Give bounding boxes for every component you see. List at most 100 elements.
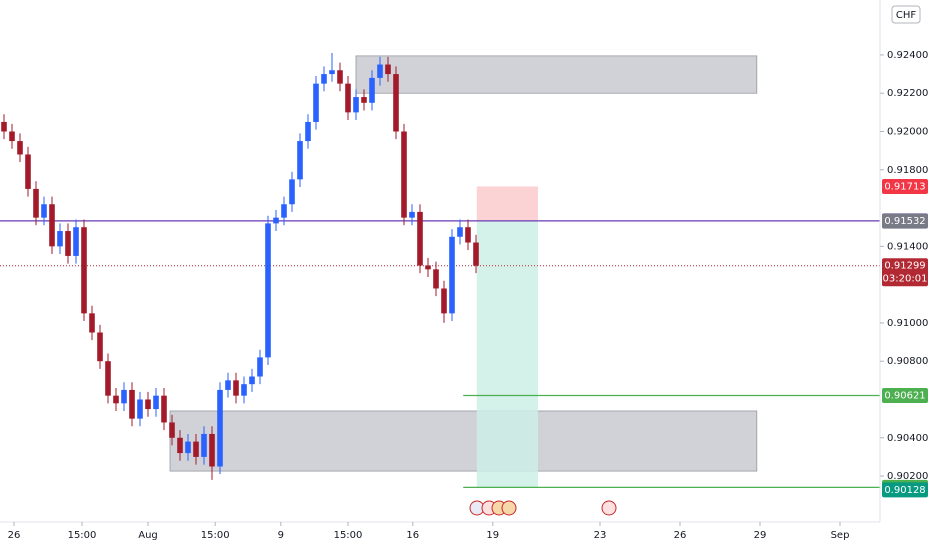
y-tick-label: 0.91000 [887, 318, 928, 329]
candle-body [281, 204, 287, 218]
candle-body [265, 223, 271, 358]
price-label: 0.90128 [884, 485, 925, 496]
x-tick-label: Aug [138, 530, 158, 541]
y-tick-label: 0.92200 [887, 88, 928, 99]
currency-label: CHF [896, 10, 917, 21]
candle-body [153, 395, 159, 410]
x-tick-label: 29 [754, 530, 767, 541]
candle-body [321, 74, 327, 84]
y-tick-label: 0.90400 [887, 433, 928, 444]
candle-body [385, 64, 391, 75]
candle-body [305, 121, 311, 142]
candle-body [249, 376, 255, 385]
candle-body [329, 70, 335, 75]
candle-body [369, 77, 375, 103]
x-tick-label: 26 [8, 530, 21, 541]
y-tick-label: 0.92000 [887, 127, 928, 138]
candle-body [17, 141, 23, 155]
event-icons [469, 500, 617, 516]
candle-body [169, 422, 175, 438]
candle-body [225, 380, 231, 390]
y-tick-label: 0.92400 [887, 50, 928, 61]
candle-body [353, 97, 359, 113]
price-label-box [882, 213, 928, 229]
candle-body [313, 83, 319, 122]
plot-area [0, 53, 880, 489]
price-label: 0.91299 [884, 261, 925, 272]
y-tick-label: 0.91800 [887, 165, 928, 176]
x-tick-label: 16 [406, 530, 419, 541]
price-label-box [882, 178, 928, 194]
target-area [476, 220, 538, 488]
candle-body [465, 227, 471, 243]
candle-body [41, 204, 47, 218]
y-tick-label: 0.90200 [887, 471, 928, 482]
candle-body [73, 227, 79, 256]
price-label: 0.91532 [884, 216, 925, 227]
candle-body [57, 231, 63, 247]
candle-body [441, 288, 447, 314]
candle-body [449, 236, 455, 314]
candle-body [9, 131, 15, 142]
candle-body [89, 313, 95, 333]
candle-body [97, 332, 103, 362]
candle-body [137, 399, 143, 419]
candle-body [105, 361, 111, 396]
candle-body [217, 389, 223, 467]
x-tick-label: 23 [594, 530, 607, 541]
x-tick-label: Sep [831, 530, 850, 541]
candle-body [401, 131, 407, 218]
candle-body [233, 380, 239, 396]
candle-body [257, 357, 263, 377]
x-tick-label: 15:00 [334, 530, 363, 541]
price-label-box [882, 482, 928, 498]
candle-body [393, 74, 399, 132]
candle-body [289, 179, 295, 205]
candle-body [201, 433, 207, 457]
candle-body [241, 384, 247, 396]
zone [355, 55, 758, 94]
y-tick-label: 0.91400 [887, 241, 928, 252]
candle-body [425, 265, 431, 270]
candle-body [473, 242, 479, 266]
candle-body [273, 217, 279, 224]
price-label: 0.90621 [884, 390, 925, 401]
x-tick-label: 15:00 [68, 530, 97, 541]
candle-body [193, 441, 199, 457]
candle-body [25, 154, 31, 189]
event-icon[interactable] [501, 500, 517, 516]
candle-body [457, 227, 463, 237]
zone [169, 410, 758, 472]
stop-area [476, 186, 538, 221]
candle-body [81, 227, 87, 314]
candle-body [1, 121, 7, 132]
price-label: 0.91713 [884, 181, 925, 192]
candle-body [65, 231, 71, 256]
candle-body [297, 141, 303, 180]
price-label-box [882, 258, 928, 287]
event-icon[interactable] [601, 500, 617, 516]
candle-body [345, 83, 351, 113]
candle-body [177, 437, 183, 454]
candle-body [49, 204, 55, 247]
x-tick-label: 9 [278, 530, 284, 541]
candle-body [161, 395, 167, 423]
candle-body [33, 188, 39, 218]
candle-body [113, 395, 119, 404]
candle-body [145, 399, 151, 410]
currency-badge[interactable] [891, 5, 921, 24]
candle-body [361, 97, 367, 103]
candle-body [209, 433, 215, 467]
candle-body [129, 389, 135, 419]
candle-body [337, 70, 343, 84]
candle-body [417, 211, 423, 266]
x-tick-label: 15:00 [201, 530, 230, 541]
countdown-label: 03:20:01 [883, 274, 928, 285]
candle-body [409, 211, 415, 218]
candle-body [185, 441, 191, 454]
candle-body [377, 64, 383, 78]
price-label-box [882, 387, 928, 403]
y-tick-label: 0.90800 [887, 356, 928, 367]
candle-body [433, 269, 439, 289]
